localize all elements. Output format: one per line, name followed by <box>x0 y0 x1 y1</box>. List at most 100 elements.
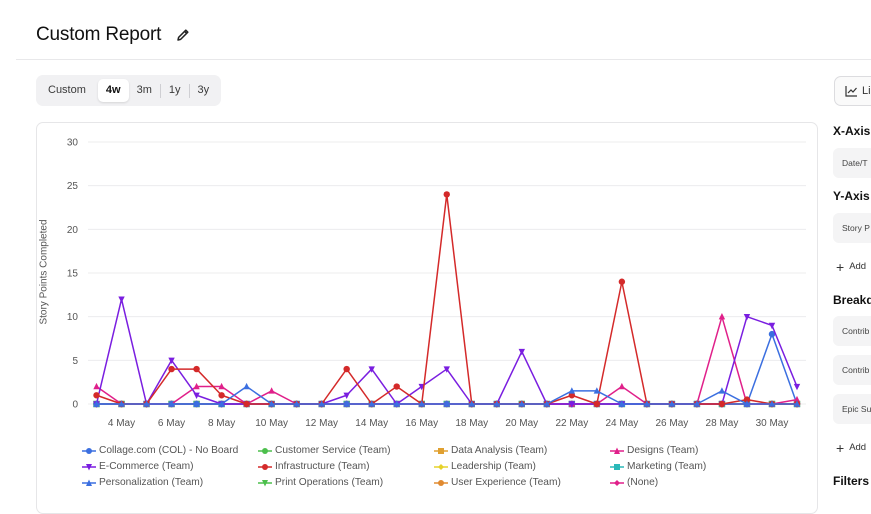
data-point <box>768 400 776 407</box>
data-point <box>368 366 375 373</box>
data-point <box>518 400 526 407</box>
legend-item[interactable]: Infrastructure (Team) <box>258 459 434 474</box>
chart-type-button[interactable]: Li <box>834 76 871 106</box>
line-chart-icon <box>845 86 857 97</box>
filters-title: Filters <box>833 474 870 488</box>
x-tick-label: 28 May <box>706 418 739 429</box>
legend-item[interactable]: E-Commerce (Team) <box>82 459 258 474</box>
y-axis-label: Story Points Completed <box>38 219 50 325</box>
legend-marker <box>610 479 624 486</box>
legend-item[interactable]: Data Analysis (Team) <box>434 443 610 458</box>
data-point <box>93 400 100 407</box>
breakdown-field[interactable]: Contrib <box>833 316 871 346</box>
series-line <box>95 298 798 405</box>
range-divider <box>188 83 190 98</box>
legend-marker <box>258 479 272 486</box>
data-point <box>193 400 200 407</box>
data-point <box>343 400 350 407</box>
data-point <box>243 400 250 408</box>
data-point <box>693 400 701 407</box>
x-tick-label: 18 May <box>455 418 488 429</box>
range-tab-custom[interactable]: Custom <box>48 84 86 96</box>
legend-item[interactable]: Marketing (Team) <box>610 459 786 474</box>
data-point <box>743 396 751 403</box>
legend-label: Personalization (Team) <box>99 477 204 488</box>
data-point <box>393 383 400 390</box>
data-point <box>168 400 175 407</box>
range-divider <box>159 83 161 98</box>
data-point <box>568 392 576 399</box>
y-tick-label: 25 <box>67 181 79 192</box>
x-tick-label: 10 May <box>255 418 288 429</box>
x-axis-field[interactable]: Date/T <box>833 148 871 178</box>
data-point <box>743 313 751 321</box>
header-divider <box>16 59 871 60</box>
data-point <box>93 392 100 399</box>
data-point <box>168 357 175 365</box>
breakdown-field[interactable]: Epic Su <box>833 394 871 424</box>
legend-label: Collage.com (COL) - No Board <box>99 445 239 456</box>
legend-item[interactable]: Customer Service (Team) <box>258 443 434 458</box>
add-y-axis-button[interactable]: + Add <box>836 260 867 274</box>
legend-marker <box>610 447 624 454</box>
data-point <box>793 383 801 391</box>
data-point <box>643 400 651 407</box>
legend-item[interactable]: Print Operations (Team) <box>258 475 434 490</box>
add-label: Add <box>849 261 867 272</box>
page-title: Custom Report <box>36 24 162 45</box>
data-point <box>393 400 400 407</box>
breakdown-field[interactable]: Contrib <box>833 355 871 385</box>
data-point <box>218 400 225 407</box>
legend-label: Marketing (Team) <box>627 461 707 472</box>
data-point <box>768 322 776 330</box>
legend-item[interactable]: Personalization (Team) <box>82 475 258 490</box>
legend-label: Data Analysis (Team) <box>451 445 548 456</box>
data-point <box>418 400 425 407</box>
y-axis-field[interactable]: Story P <box>833 213 871 243</box>
add-breakdown-button[interactable]: + Add <box>836 439 866 456</box>
data-point <box>293 400 300 407</box>
data-point <box>618 278 626 285</box>
legend-marker <box>82 447 96 454</box>
y-tick-label: 20 <box>67 225 79 236</box>
data-point <box>618 382 626 390</box>
x-tick-label: 20 May <box>505 418 538 429</box>
legend-marker <box>434 447 448 454</box>
time-range-selector: Custom 4w 3m 1y 3y <box>36 75 222 106</box>
x-tick-label: 30 May <box>756 418 789 429</box>
data-point <box>318 400 325 407</box>
range-tab-3m[interactable]: 3m <box>136 84 152 96</box>
x-tick-label: 4 May <box>108 418 135 429</box>
data-point <box>443 191 450 198</box>
data-point <box>493 400 500 407</box>
x-tick-label: 22 May <box>555 418 588 429</box>
x-tick-label: 16 May <box>405 418 438 429</box>
data-point <box>93 382 100 390</box>
legend-item[interactable]: User Experience (Team) <box>434 475 610 490</box>
pencil-icon[interactable] <box>175 27 191 43</box>
y-tick-label: 30 <box>67 138 79 149</box>
data-point <box>368 400 375 407</box>
range-tab-1y[interactable]: 1y <box>168 84 181 96</box>
legend-marker <box>610 463 624 470</box>
data-point <box>593 387 601 394</box>
legend-item[interactable]: (None) <box>610 475 786 490</box>
data-point <box>443 366 450 373</box>
range-tab-3y[interactable]: 3y <box>197 84 210 96</box>
legend-marker <box>82 479 96 486</box>
legend-label: Leadership (Team) <box>451 461 536 472</box>
plus-icon: + <box>836 439 845 456</box>
legend-marker <box>258 447 272 454</box>
data-point <box>743 400 751 407</box>
legend-item[interactable]: Designs (Team) <box>610 443 786 458</box>
x-tick-label: 12 May <box>305 418 338 429</box>
data-point <box>343 365 350 373</box>
data-point <box>218 392 225 399</box>
range-tab-4w[interactable]: 4w <box>97 79 129 102</box>
data-point <box>243 382 250 390</box>
legend-marker <box>434 463 448 470</box>
data-point <box>543 400 551 407</box>
legend-item[interactable]: Leadership (Team) <box>434 459 610 474</box>
legend-item[interactable]: Collage.com (COL) - No Board <box>82 443 258 458</box>
legend-label: E-Commerce (Team) <box>99 461 194 472</box>
